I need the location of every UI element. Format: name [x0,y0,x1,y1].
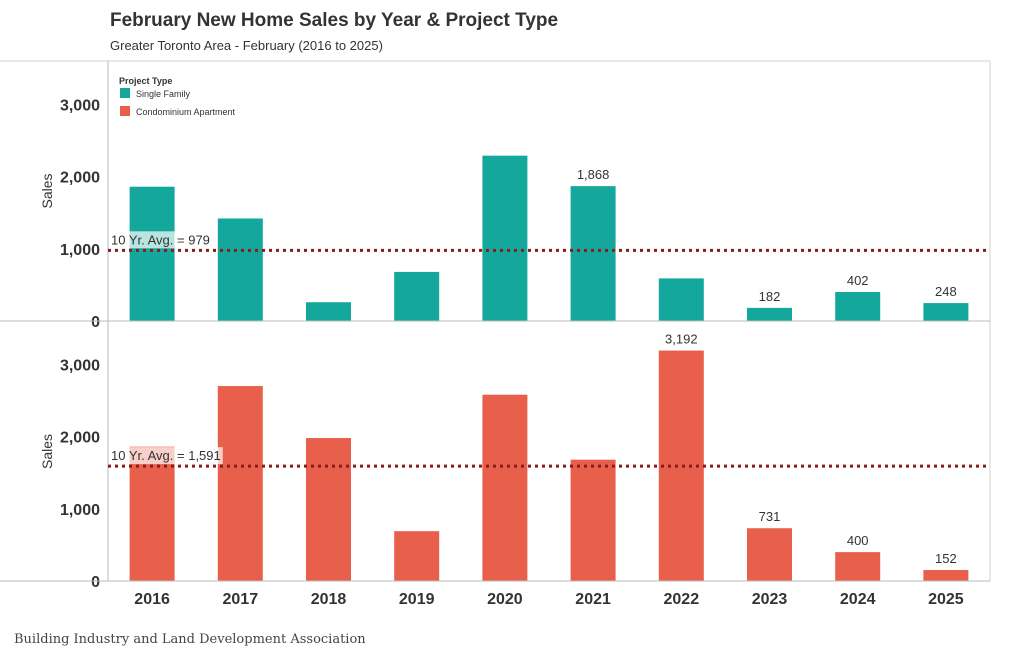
bar-2019 [394,271,440,321]
average-label-background [109,447,223,465]
panel-condominium-apartment: 0 1,000 2,000 3,000 Sales 3,192 731 400 152 10 Yr… [0,332,990,591]
legend: Project Type Single Family Condominium A… [119,76,236,117]
legend-swatch-condominium-apartment [120,106,130,116]
data-label-2023: 182 [759,289,781,304]
data-label-2023: 731 [759,509,781,524]
panel-single-family: 0 1,000 2,000 3,000 Sales 1,868 182 402 248 10 Yr… [0,97,990,331]
x-tick-label-2022: 2022 [664,591,700,608]
bar-2022 [658,278,704,321]
bar-2023 [747,528,792,581]
bar-2021 [570,186,616,321]
bar-2016 [129,446,175,581]
data-label-2025: 248 [935,284,957,299]
y-axis-title: Sales [39,434,55,469]
data-label-2021: 1,868 [577,167,610,182]
x-tick-label-2020: 2020 [487,591,523,608]
x-tick-label-2021: 2021 [575,591,611,608]
bar-2019 [394,531,440,581]
x-tick-label-2016: 2016 [134,591,170,608]
bar-2017 [217,386,263,581]
data-label-2022: 3,192 [665,332,698,347]
x-tick-label-2017: 2017 [223,591,259,608]
bar-2018 [306,438,351,581]
legend-label-condominium-apartment: Condominium Apartment [136,107,236,117]
x-tick-label-2025: 2025 [928,591,964,608]
y-tick-label: 0 [91,574,100,591]
bar-2017 [217,218,263,321]
average-label: 10 Yr. Avg. = 1,591 [111,448,221,463]
x-tick-label-2019: 2019 [399,591,435,608]
y-tick-label: 3,000 [60,97,100,114]
x-tick-label-2018: 2018 [311,591,347,608]
y-tick-label: 2,000 [60,170,100,187]
bar-2025 [923,303,969,321]
source-footer: Building Industry and Land Development A… [14,632,366,647]
bar-2024 [835,552,881,581]
data-label-2025: 152 [935,551,957,566]
bar-2021 [570,459,616,581]
chart-title: February New Home Sales by Year & Projec… [110,10,559,31]
legend-title: Project Type [119,76,172,86]
average-label-background [109,231,212,249]
y-axis-title: Sales [39,173,55,208]
legend-swatch-single-family [120,88,130,98]
chart-subtitle: Greater Toronto Area - February (2016 to… [110,38,383,53]
x-tick-label-2024: 2024 [840,591,876,608]
bar-2020 [482,155,528,321]
bar-2023 [747,307,792,321]
average-label: 10 Yr. Avg. = 979 [111,232,210,247]
legend-label-single-family: Single Family [136,89,191,99]
y-tick-label: 0 [91,314,100,331]
y-tick-label: 2,000 [60,430,100,447]
y-tick-label: 3,000 [60,357,100,374]
data-label-2024: 402 [847,273,869,288]
bar-2024 [835,291,881,321]
bar-2025 [923,570,969,581]
bar-2018 [306,302,351,321]
data-label-2024: 400 [847,533,869,548]
y-tick-label: 1,000 [60,502,100,519]
x-tick-label-2023: 2023 [752,591,788,608]
y-tick-label: 1,000 [60,242,100,259]
bar-2020 [482,394,528,581]
bar-2016 [129,186,175,321]
